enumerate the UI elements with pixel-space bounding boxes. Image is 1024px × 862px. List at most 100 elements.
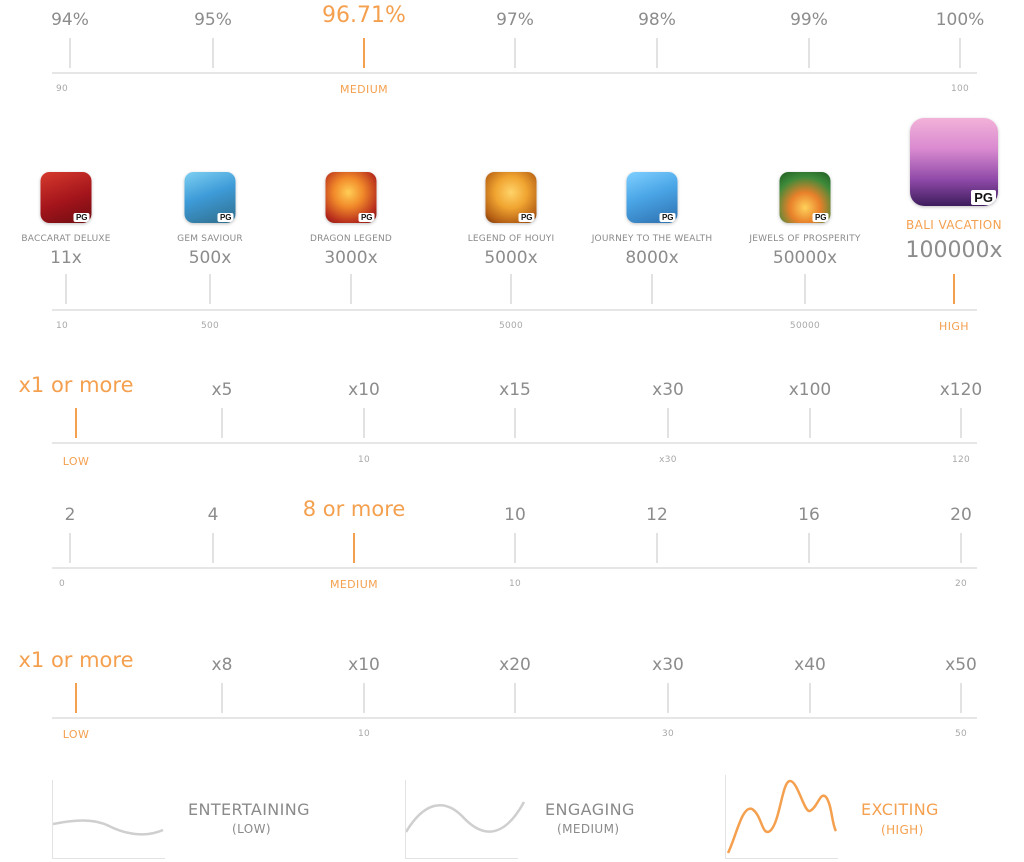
scale-tick [808,38,810,68]
scale-label: 30 [661,729,675,739]
volatility-title: ENGAGING [545,800,635,819]
count-value: 10 [504,505,526,525]
scale-label: 120 [951,455,971,465]
journey-to-the-wealth-game-icon[interactable]: PG [626,172,678,223]
multiplier-value: x20 [499,655,531,675]
game-name: DRAGON LEGEND [309,234,393,244]
low-wave-icon [52,819,164,836]
count-value: 2 [64,505,76,525]
scale-tick [809,683,811,713]
max-win-scale: PG PG PG PG PG PG PG BACCARAT DELUXE GEM… [0,110,1024,340]
scale-label: x30 [659,455,677,465]
scale-label: 50000 [789,321,821,331]
scale-tick [221,683,223,713]
scale-tick [514,408,516,438]
rtp-value: 94% [51,10,89,30]
max-multiplier: 11x [50,248,82,268]
scale-marker: LOW [62,728,90,741]
pg-badge: PG [971,190,996,205]
scale-tick [667,408,669,438]
scale-tick [510,274,512,304]
game-name: JOURNEY TO THE WEALTH [591,234,713,244]
jewels-of-prosperity-game-icon[interactable]: PG [779,172,831,223]
bali-vacation-game-icon[interactable]: PG [910,118,998,206]
rtp-scale: 94% 95% 96.71% 97% 98% 99% 100% 90 MEDIU… [0,0,1024,100]
scale-tick-highlight [75,683,77,713]
scale-tick [65,274,67,304]
count-value-highlight: 8 or more [302,497,406,521]
bonus-multiplier-scale: x1 or more x8 x10 x20 x30 x40 x50 LOW 10… [0,645,1024,745]
scale-rule [52,717,977,719]
scale-tick [960,683,962,713]
scale-label: 500 [200,321,220,331]
rtp-value: 97% [496,10,534,30]
scale-tick [221,408,223,438]
volatility-medium: ENGAGING (MEDIUM) [404,780,705,860]
scale-tick [656,38,658,68]
scale-tick [212,38,214,68]
multiplier-value: x50 [945,655,977,675]
scale-label: 100 [950,84,970,94]
game-name-highlight: BALI VACATION [905,218,1003,232]
max-multiplier: 5000x [484,248,538,268]
scale-tick [651,274,653,304]
scale-label: 20 [954,579,968,589]
scale-rule [52,567,977,569]
scale-tick [960,408,962,438]
scale-tick [363,408,365,438]
max-multiplier: 8000x [625,248,679,268]
legend-of-houyi-game-icon[interactable]: PG [485,172,537,223]
count-value: 12 [646,505,668,525]
scale-tick [350,274,352,304]
pg-badge: PG [217,213,234,222]
scale-tick-highlight [353,533,355,563]
count-value: 16 [798,505,820,525]
medium-wave-graphic [404,780,526,859]
volatility-low: ENTERTAINING (LOW) [52,780,352,860]
game-name: LEGEND OF HOUYI [467,234,555,244]
max-multiplier-highlight: 100000x [905,238,1003,263]
multiplier-value: x8 [211,655,233,675]
rtp-value-highlight: 96.71% [322,3,406,28]
scale-tick-highlight [75,408,77,438]
high-wave-graphic [725,775,838,859]
multiplier-value: x10 [348,380,380,400]
scale-label: 5000 [498,321,524,331]
game-name: JEWELS OF PROSPERITY [749,234,861,244]
scale-label: 10 [357,729,371,739]
scale-tick [69,533,71,563]
scale-tick-highlight [363,38,365,68]
pg-badge: PG [518,213,535,222]
baccarat-deluxe-game-icon[interactable]: PG [40,172,92,223]
game-name: GEM SAVIOUR [177,234,243,244]
scale-tick [809,408,811,438]
medium-wave-icon [404,801,526,833]
multiplier-value: x10 [348,655,380,675]
scale-tick [514,533,516,563]
count-value: 4 [207,505,219,525]
scale-tick [69,38,71,68]
volatility-subtitle: (LOW) [232,822,271,836]
scale-tick [363,683,365,713]
scale-label: 10 [55,321,69,331]
scale-marker: MEDIUM [339,83,389,96]
multiplier-value: x120 [939,380,983,400]
scale-label: 0 [58,579,66,589]
volatility-high: EXCITING (HIGH) [725,775,1015,860]
scale-rule [52,309,977,311]
max-multiplier: 500x [188,248,232,268]
dragon-legend-game-icon[interactable]: PG [325,172,377,223]
multiplier-value: x15 [499,380,531,400]
scale-label: 10 [357,455,371,465]
rtp-value: 98% [638,10,676,30]
scale-tick [667,683,669,713]
scale-label: 50 [954,729,968,739]
pg-badge: PG [73,213,90,222]
scale-tick [209,274,211,304]
multiplier-value: x30 [652,380,684,400]
count-value: 20 [950,505,972,525]
scale-label: 10 [508,579,522,589]
gem-saviour-game-icon[interactable]: PG [184,172,236,223]
scale-tick [804,274,806,304]
pg-badge: PG [358,213,375,222]
